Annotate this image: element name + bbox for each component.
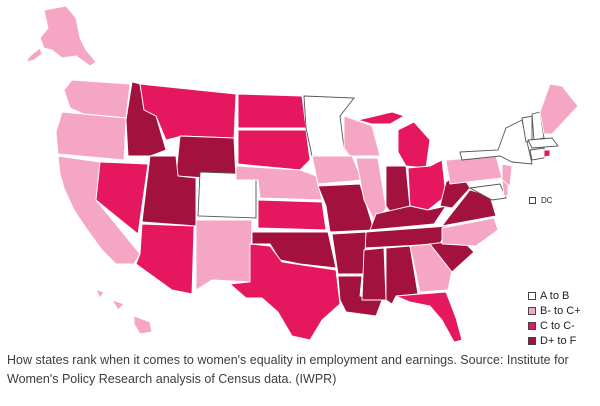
state-oregon: [55, 111, 127, 161]
state-hawaii: [95, 289, 153, 335]
us-map-svg: [24, 5, 579, 343]
state-south-dakota: [237, 129, 311, 171]
state-maine: [539, 83, 579, 135]
state-pennsylvania: [445, 155, 503, 185]
state-nebraska: [235, 165, 323, 201]
state-new-jersey: [501, 163, 513, 187]
state-connecticut: [529, 147, 545, 161]
state-kansas: [257, 199, 327, 231]
state-oklahoma: [251, 231, 337, 269]
legend-swatch: [528, 291, 536, 300]
state-montana: [139, 83, 237, 141]
state-nevada: [95, 161, 149, 235]
state-ohio: [407, 159, 447, 211]
state-rhode-island: [543, 149, 551, 158]
legend-item-c-to-c: C to C-: [528, 318, 581, 333]
state-north-dakota: [237, 93, 307, 129]
legend-swatch: [528, 336, 536, 345]
state-texas: [228, 243, 341, 341]
state-arkansas: [331, 231, 367, 275]
state-arizona: [135, 223, 195, 295]
map-legend: A to B B- to C+ C to C- D+ to F: [528, 288, 581, 348]
state-north-carolina: [441, 217, 499, 247]
legend-swatch: [528, 306, 536, 315]
state-mississippi: [361, 247, 387, 301]
legend-label: A to B: [540, 289, 570, 302]
state-florida: [395, 291, 463, 343]
state-washington: [63, 79, 131, 119]
legend-label: C to C-: [540, 319, 575, 332]
dc-label-text: DC: [541, 196, 553, 205]
legend-label: B- to C+: [540, 304, 581, 317]
state-iowa: [311, 155, 363, 185]
state-new-york: [459, 119, 533, 165]
state-maryland: [468, 183, 507, 201]
state-alaska-islands: [24, 47, 43, 63]
state-louisiana: [337, 275, 383, 317]
state-alaska: [39, 5, 97, 67]
legend-item-b-to-c: B- to C+: [528, 303, 581, 318]
state-utah: [141, 155, 197, 227]
state-missouri: [317, 183, 375, 233]
us-map: [24, 5, 579, 343]
legend-swatch: [528, 321, 536, 330]
legend-item-d-to-f: D+ to F: [528, 333, 581, 348]
dc-marker: DC: [529, 196, 553, 205]
dc-swatch: [529, 197, 536, 204]
state-virginia: [440, 189, 497, 227]
legend-label: D+ to F: [540, 334, 577, 347]
map-caption: How states rank when it comes to women's…: [7, 353, 569, 386]
legend-item-a-to-b: A to B: [528, 288, 581, 303]
state-new-mexico: [195, 219, 253, 291]
state-georgia: [409, 243, 453, 293]
state-massachusetts: [527, 137, 559, 149]
state-wisconsin: [343, 115, 381, 157]
